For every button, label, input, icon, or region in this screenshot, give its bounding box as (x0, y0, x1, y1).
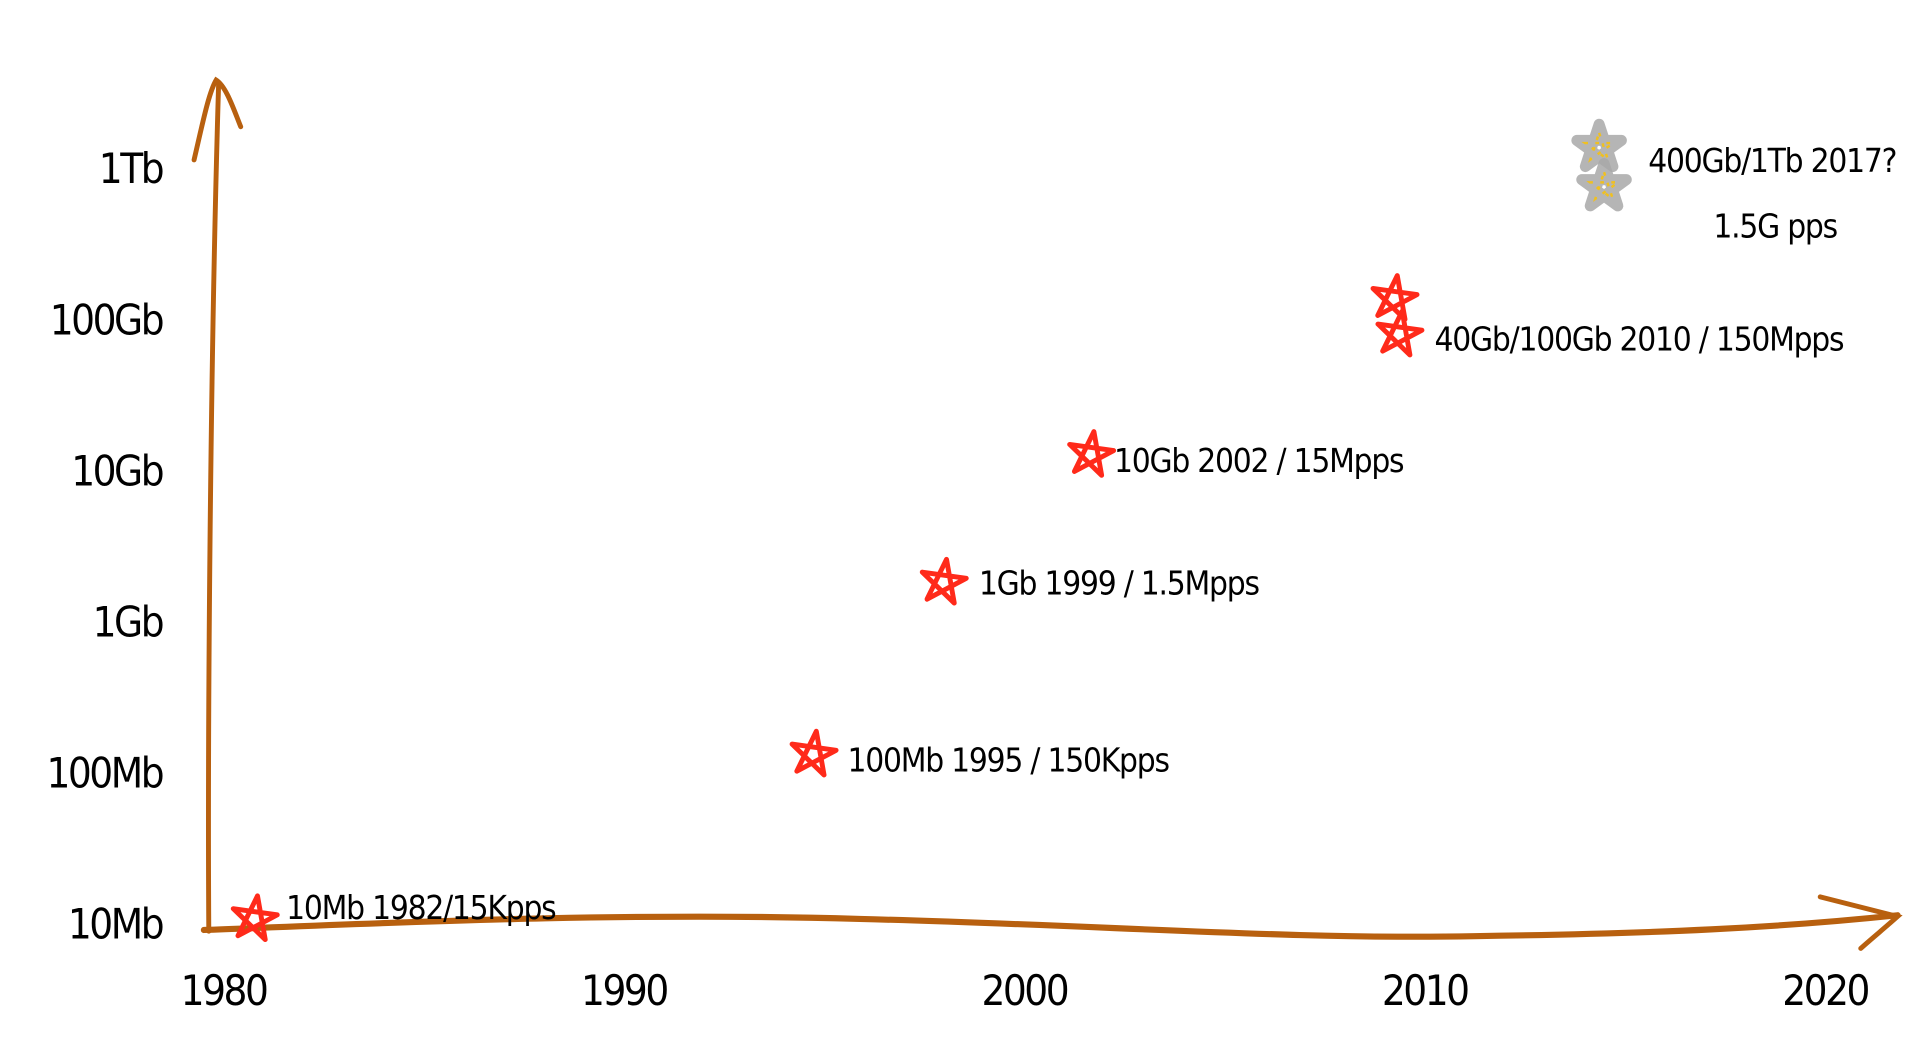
y-axis-arrowhead (191, 76, 244, 163)
data-point-star (789, 728, 839, 778)
x-axis-arrowhead (1817, 894, 1903, 951)
x-axis-line (200, 912, 1901, 940)
data-point-star (230, 893, 280, 943)
point-annotation: 1Gb 1999 / 1.5Mpps (979, 564, 1260, 603)
annotations: 10Mb 1982/15Kpps 100Mb 1995 / 150Kpps 1Gb … (286, 141, 1897, 927)
data-points (230, 118, 1632, 943)
point-annotation: 10Gb 2002 / 15Mpps (1114, 441, 1404, 480)
y-tick-label: 100Mb (46, 749, 162, 798)
y-tick-label: 10Mb (68, 900, 163, 949)
y-tick-label: 1Tb (99, 144, 163, 193)
x-tick-labels: 1980 1990 2000 2010 2020 (181, 966, 1871, 1015)
projected-point-star (1571, 118, 1627, 173)
point-annotation: 400Gb/1Tb 2017? (1648, 141, 1896, 180)
data-point-star (1375, 308, 1425, 358)
x-tick-label: 2020 (1782, 966, 1868, 1015)
projected-point-accent (1586, 168, 1622, 203)
data-point-star (1370, 273, 1420, 322)
x-tick-label: 1980 (181, 966, 267, 1015)
point-annotation: 1.5G pps (1713, 206, 1837, 245)
data-point-star (1067, 429, 1117, 478)
y-tick-label: 1Gb (93, 597, 163, 646)
projected-point-star (1576, 158, 1632, 212)
y-tick-labels: 10Mb 100Mb 1Gb 10Gb 100Gb 1Tb (46, 144, 165, 949)
x-tick-label: 1990 (581, 966, 667, 1015)
point-annotation: 100Mb 1995 / 150Kpps (847, 741, 1169, 780)
y-axis-line (206, 81, 222, 934)
axes (191, 76, 1903, 951)
data-point-star (919, 556, 969, 606)
x-tick-label: 2000 (981, 966, 1067, 1015)
y-tick-label: 10Gb (71, 446, 163, 495)
point-annotation: 40Gb/100Gb 2010 / 150Mpps (1435, 319, 1844, 358)
projected-point-accent (1581, 128, 1617, 163)
y-tick-label: 100Gb (50, 295, 163, 344)
point-annotation: 10Mb 1982/15Kpps (286, 888, 556, 927)
x-tick-label: 2010 (1382, 966, 1468, 1015)
